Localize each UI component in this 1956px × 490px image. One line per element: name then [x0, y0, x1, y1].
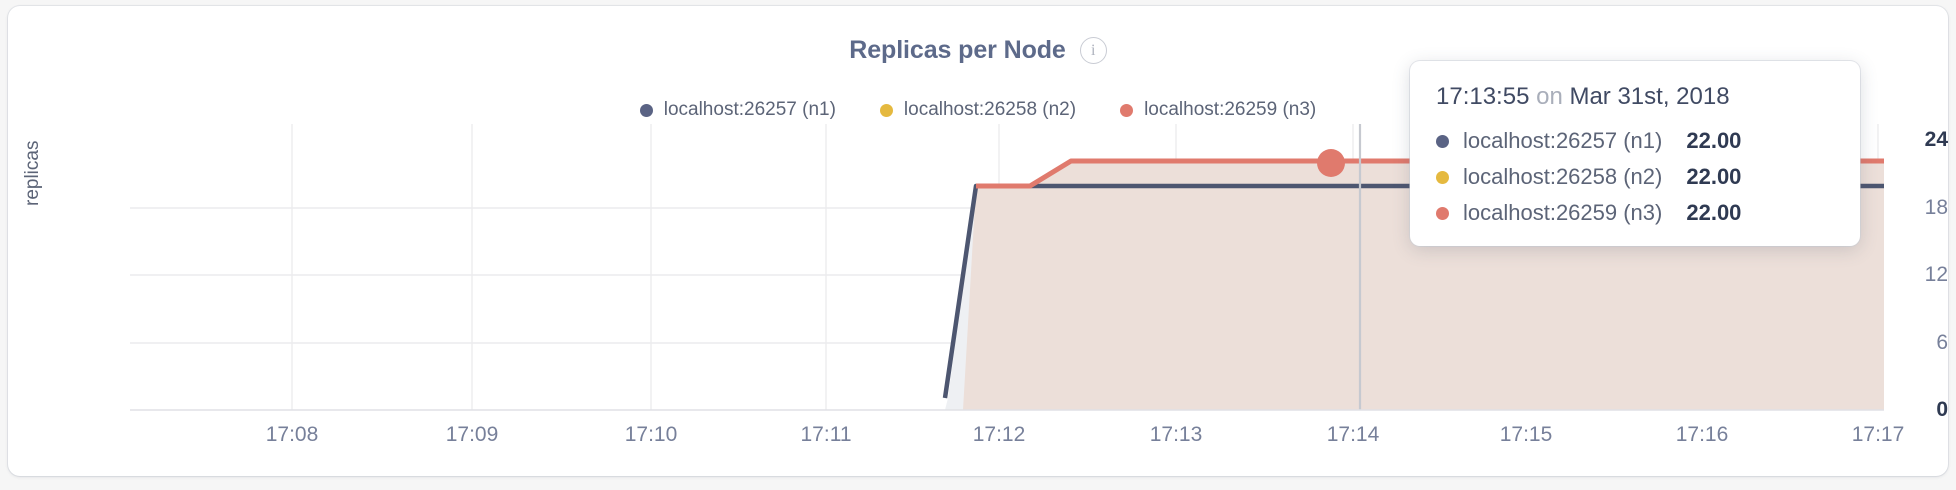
y-tick-18: 18 — [1924, 196, 1948, 219]
legend-label-n1: localhost:26257 (n1) — [663, 99, 836, 120]
tooltip-date: Mar 31st, 2018 — [1569, 83, 1730, 110]
tooltip-on-word: on — [1529, 83, 1570, 110]
y-tick-0: 0 — [1936, 398, 1948, 421]
chart-legend: localhost:26257 (n1) localhost:26258 (n2… — [8, 99, 1948, 121]
series-dot-n3 — [1120, 103, 1134, 117]
x-tick-1717: 17:17 — [1851, 423, 1905, 446]
y-tick-12: 12 — [1924, 263, 1948, 286]
tooltip-row-n3: localhost:26259 (n3) 22.00 — [1436, 200, 1834, 226]
hover-point-marker — [1317, 149, 1345, 177]
tooltip-label-n3: localhost:26259 (n3) — [1463, 200, 1663, 225]
chart-hover-tooltip: 17:13:55 on Mar 31st, 2018 localhost:262… — [1410, 61, 1860, 246]
legend-label-n2: localhost:26258 (n2) — [903, 99, 1077, 120]
replicas-per-node-chart-card: Replicas per Node i localhost:26257 (n1)… — [8, 6, 1948, 476]
x-tick-1716: 17:16 — [1675, 423, 1729, 446]
x-tick-1709: 17:09 — [445, 423, 499, 446]
legend-item-n3[interactable]: localhost:26259 (n3) — [1120, 99, 1316, 121]
tooltip-dot-n1 — [1436, 134, 1449, 148]
tooltip-time: 17:13:55 — [1436, 83, 1530, 110]
tooltip-value-n1: 22.00 — [1686, 128, 1742, 153]
tooltip-timestamp: 17:13:55 on Mar 31st, 2018 — [1436, 83, 1834, 111]
legend-label-n3: localhost:26259 (n3) — [1144, 99, 1317, 120]
tooltip-value-n2: 22.00 — [1686, 164, 1742, 189]
tooltip-row-n2: localhost:26258 (n2) 22.00 — [1436, 164, 1834, 190]
tooltip-label-n1: localhost:26257 (n1) — [1463, 128, 1663, 153]
x-tick-1713: 17:13 — [1149, 423, 1203, 446]
tooltip-label-n2: localhost:26258 (n2) — [1463, 164, 1663, 189]
y-tick-6: 6 — [1936, 331, 1948, 354]
tooltip-dot-n2 — [1436, 170, 1449, 184]
x-tick-1710: 17:10 — [624, 423, 678, 446]
series-dot-n2 — [879, 103, 893, 117]
y-tick-24: 24 — [1924, 128, 1948, 151]
tooltip-row-n1: localhost:26257 (n1) 22.00 — [1436, 128, 1834, 154]
x-tick-1708: 17:08 — [265, 423, 319, 446]
x-tick-1714: 17:14 — [1326, 423, 1380, 446]
info-circle-icon[interactable]: i — [1079, 37, 1107, 64]
x-tick-1712: 17:12 — [972, 423, 1026, 446]
tooltip-dot-n3 — [1436, 206, 1449, 220]
series-dot-n1 — [639, 103, 653, 117]
legend-item-n1[interactable]: localhost:26257 (n1) — [639, 99, 836, 121]
x-tick-1711: 17:11 — [800, 423, 852, 446]
tooltip-value-n3: 22.00 — [1686, 200, 1742, 225]
legend-item-n2[interactable]: localhost:26258 (n2) — [879, 99, 1077, 121]
x-tick-1715: 17:15 — [1499, 423, 1553, 446]
